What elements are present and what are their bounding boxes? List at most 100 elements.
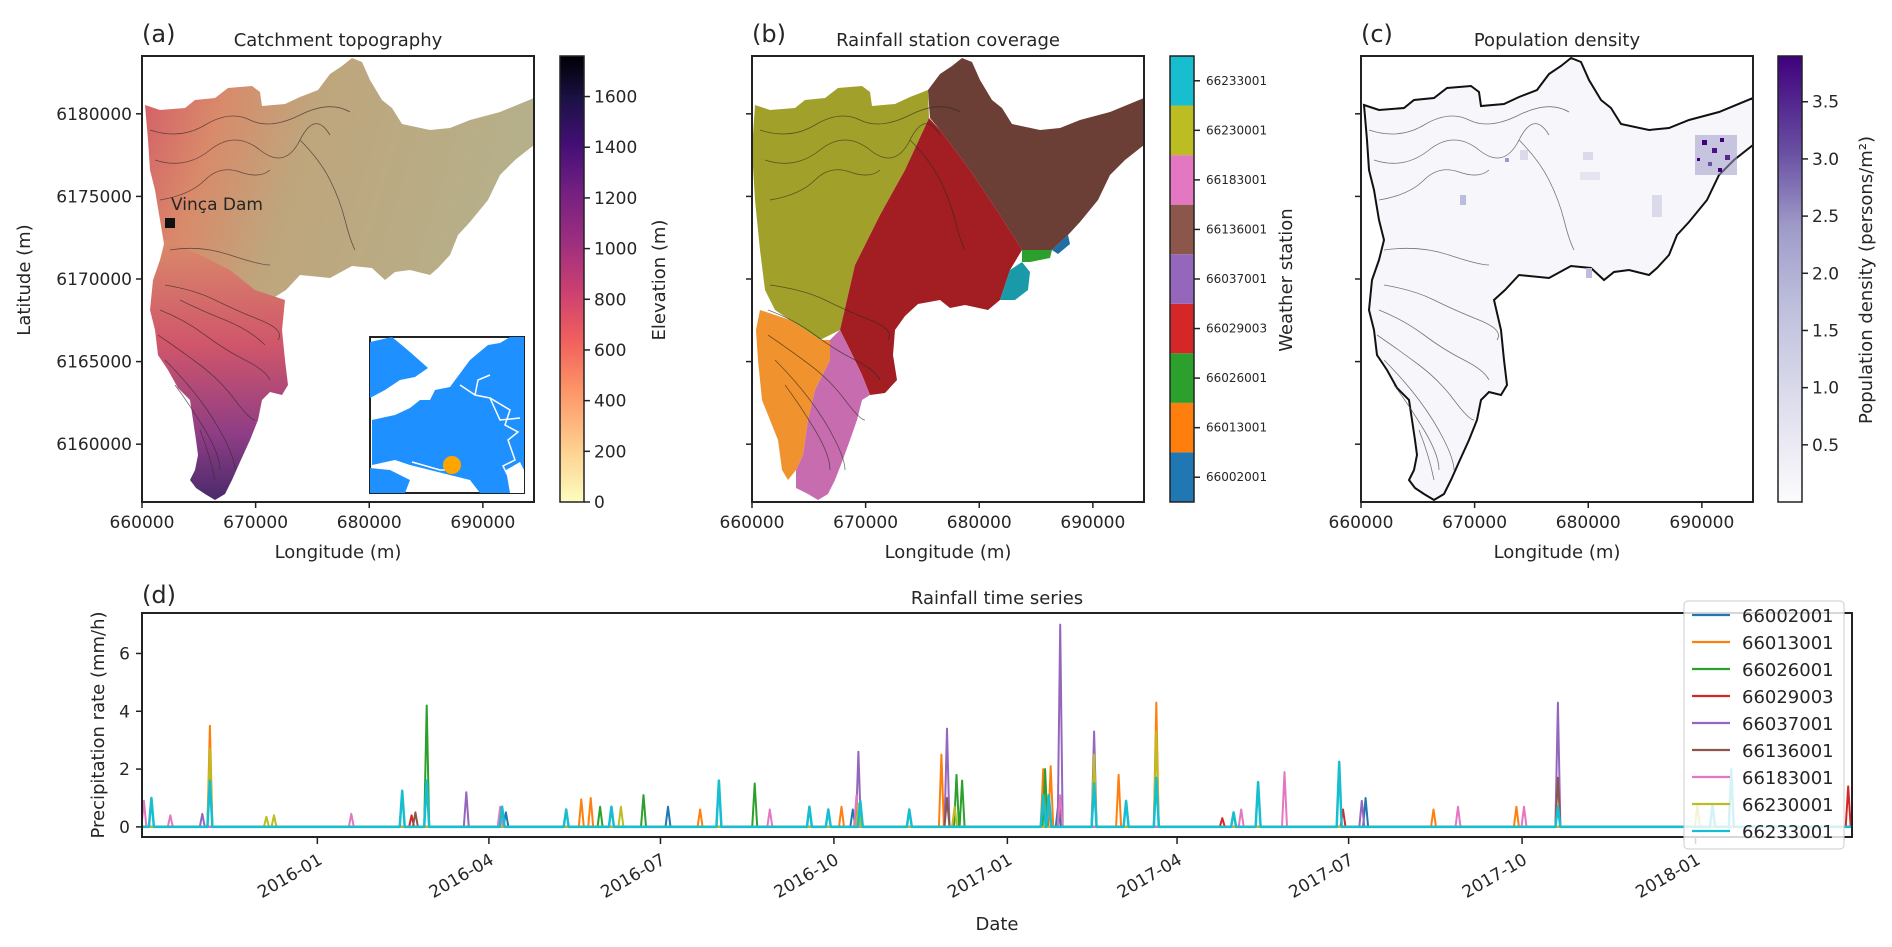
x-tick-label: 690000: [1060, 513, 1125, 533]
colorbar-tick-label: 400: [594, 392, 626, 412]
x-tick-label: 2016-04: [426, 850, 498, 903]
panel-a: (a) Catchment topography Vinça Dam: [14, 20, 670, 563]
colorbar-tick-label: 1200: [594, 189, 637, 209]
region-66230001: [752, 86, 929, 340]
panel-a-letter: (a): [142, 20, 175, 48]
legend-label: 66037001: [1742, 714, 1834, 735]
station-colorbar-swatch: [1170, 402, 1194, 453]
station-colorbar: 66002001 66013001 66026001 66029003 66037001…: [1169, 55, 1267, 503]
station-colorbar-swatch: [1170, 105, 1194, 156]
panel-c-axes: 660000 670000 680000 690000: [1329, 113, 1734, 533]
legend-item: 66183001: [1692, 768, 1834, 789]
panel-c-letter: (c): [1361, 20, 1393, 48]
x-tick-label: 670000: [223, 513, 288, 533]
station-colorbar-swatch: [1170, 204, 1194, 255]
panel-a-axes: 660000 670000 680000 690000 6160000 6165000 61…: [56, 105, 515, 533]
colorbar-tick-label: 1600: [594, 88, 637, 108]
legend-label: 66013001: [1742, 633, 1834, 654]
legend-label: 66136001: [1742, 741, 1834, 762]
region-66183001: [796, 330, 870, 500]
panel-b-axes: 660000 670000 680000 690000: [720, 113, 1125, 533]
legend-item: 66037001: [1692, 714, 1834, 735]
vinca-dam-marker: [165, 218, 175, 228]
series-line-66029003: [142, 785, 1852, 828]
legend: 66002001 66013001 66026001 66029003 66037001…: [1683, 600, 1845, 850]
elevation-contours: [149, 106, 356, 481]
series-line-66183001: [142, 771, 1852, 828]
region-66029003: [840, 118, 1022, 395]
coverage-contours: [759, 106, 966, 471]
region-66013001: [756, 310, 830, 480]
colorbar-tick-label: 2.5: [1812, 207, 1839, 227]
catchment-outline: [1362, 56, 1753, 502]
population-colorbar-ticks: 0.5 1.0 1.5 2.0 2.5 3.0 3.5: [1802, 93, 1839, 456]
station-coverage-map: [752, 58, 1144, 500]
region-66026001: [1022, 250, 1052, 262]
station-colorbar-label: 66002001: [1206, 470, 1267, 484]
y-tick-label: 0: [119, 818, 130, 838]
station-colorbar-swatch: [1170, 303, 1194, 354]
colorbar-tick-label: 1.0: [1812, 379, 1839, 399]
legend-item: 66002001: [1692, 606, 1834, 627]
x-tick-label: 2018-01: [1633, 850, 1705, 903]
region-66136001: [928, 58, 1144, 250]
catchment-south-region: [150, 240, 288, 500]
elevation-colorbar-ticks: 0 200 400 600 800 1000 1200 1400 1600: [584, 88, 637, 513]
station-colorbar-label: 66013001: [1206, 421, 1267, 435]
topography-map: Vinça Dam: [145, 58, 534, 500]
inset-land: [370, 337, 524, 493]
legend-label: 66230001: [1742, 795, 1834, 816]
station-colorbar-swatch: [1170, 452, 1194, 502]
colorbar-tick-label: 1400: [594, 138, 637, 158]
panel-c-xlabel: Longitude (m): [1494, 542, 1621, 563]
y-tick-label: 6160000: [56, 435, 132, 455]
legend-label: 66029003: [1742, 687, 1834, 708]
colorbar-tick-label: 0: [594, 493, 605, 513]
colorbar-tick-label: 3.5: [1812, 93, 1839, 113]
population-hotspots: [1460, 135, 1737, 278]
panel-a-ylabel: Latitude (m): [14, 224, 35, 335]
station-colorbar-swatch: [1170, 353, 1194, 403]
x-tick-label: 2017-04: [1114, 850, 1186, 903]
x-tick-label: 660000: [1329, 513, 1394, 533]
series-line-66013001: [142, 701, 1852, 828]
elevation-colorbar: [559, 55, 585, 503]
station-colorbar-label: 66136001: [1206, 222, 1267, 236]
panel-d-title: Rainfall time series: [911, 588, 1083, 609]
x-tick-label: 670000: [1442, 513, 1507, 533]
x-tick-label: 2016-01: [254, 850, 326, 903]
x-tick-label: 670000: [833, 513, 898, 533]
x-tick-label: 2016-10: [771, 850, 843, 903]
panel-d-ylabel: Precipitation rate (mm/h): [88, 611, 109, 838]
x-tick-label: 660000: [720, 513, 785, 533]
vinca-dam-label: Vinça Dam: [171, 195, 263, 215]
y-tick-label: 6165000: [56, 353, 132, 373]
x-tick-label: 680000: [947, 513, 1012, 533]
panel-d: (d) Rainfall time series 0 2 4 6 2016-01 2016…: [88, 581, 1853, 935]
y-tick-label: 6180000: [56, 105, 132, 125]
legend-item: 66230001: [1692, 795, 1834, 816]
panel-b: (b) Rainfall station coverage: [720, 20, 1297, 563]
population-colorbar-label: Population density (persons/m²): [1856, 136, 1877, 424]
rainfall-series: [142, 623, 1852, 829]
x-tick-label: 680000: [337, 513, 402, 533]
location-inset-map: [369, 336, 525, 494]
panel-b-letter: (b): [752, 20, 786, 48]
panel-a-xlabel: Longitude (m): [275, 542, 402, 563]
region-66002001: [1052, 235, 1070, 254]
population-colorbar: [1777, 55, 1803, 503]
station-colorbar-label: 66037001: [1206, 272, 1267, 286]
y-tick-label: 4: [119, 702, 130, 722]
x-tick-label: 2017-07: [1286, 850, 1358, 903]
colorbar-tick-label: 1000: [594, 240, 637, 260]
station-colorbar-label: 66183001: [1206, 173, 1267, 187]
region-66233001: [1000, 262, 1030, 300]
station-colorbar-swatch: [1170, 254, 1194, 304]
inset-borders: [411, 374, 521, 481]
panel-c-title: Population density: [1474, 30, 1641, 51]
colorbar-tick-label: 800: [594, 290, 626, 310]
colorbar-tick-label: 1.5: [1812, 321, 1839, 341]
colorbar-tick-label: 2.0: [1812, 264, 1839, 284]
panel-b-xlabel: Longitude (m): [885, 542, 1012, 563]
station-colorbar-label: 66029003: [1206, 322, 1267, 336]
